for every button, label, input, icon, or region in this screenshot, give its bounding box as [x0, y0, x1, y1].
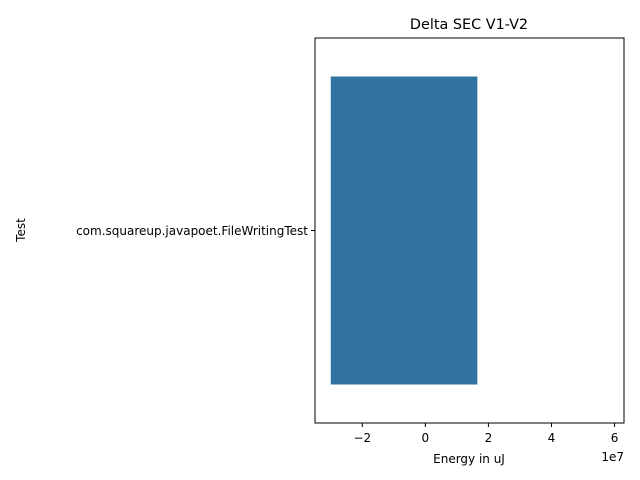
x-tick-label-3: 4 [548, 431, 556, 445]
y-axis-ticks: com.squareup.javapoet.FileWritingTest [76, 224, 315, 238]
y-axis-label: Test [14, 218, 28, 243]
chart-title: Delta SEC V1-V2 [410, 17, 528, 33]
x-tick-label-1: 0 [422, 431, 430, 445]
x-axis-scale-label: 1e7 [601, 450, 624, 464]
x-axis-ticks: −2 0 2 4 6 [353, 423, 618, 445]
y-tick-label-0: com.squareup.javapoet.FileWritingTest [76, 224, 308, 238]
x-tick-label-2: 2 [485, 431, 493, 445]
bars-layer [330, 76, 478, 385]
bar-0 [330, 76, 478, 385]
x-tick-label-4: 6 [611, 431, 619, 445]
x-tick-label-0: −2 [353, 431, 371, 445]
x-axis-label: Energy in uJ [433, 452, 505, 466]
